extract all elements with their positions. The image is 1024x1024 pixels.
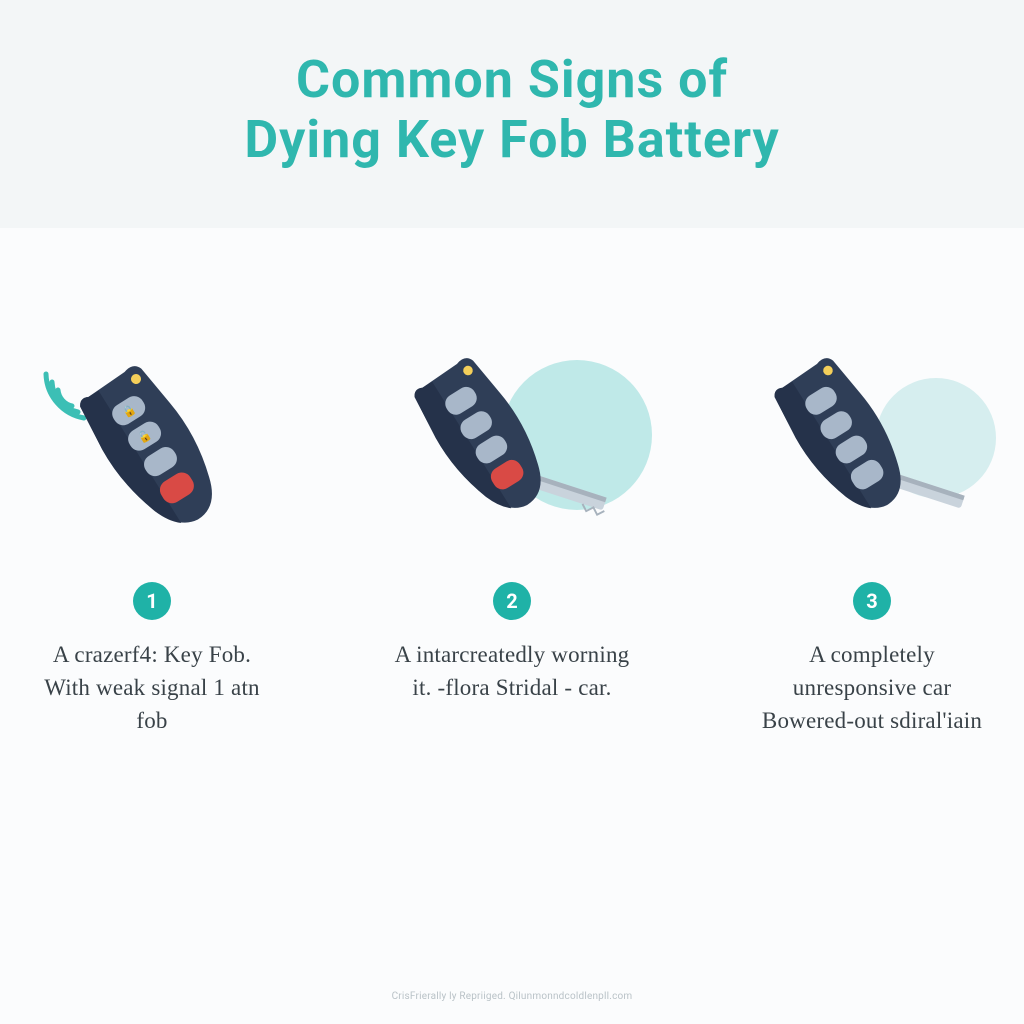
key-fob-with-key-icon bbox=[402, 348, 622, 548]
title-line-2: Dying Key Fob Battery bbox=[40, 110, 984, 170]
content-area: 🔒 🔓 1 A crazerf4: Key Fob. With weak sig… bbox=[0, 228, 1024, 738]
item-2-illustration bbox=[402, 348, 622, 548]
item-2-badge: 2 bbox=[493, 582, 531, 620]
key-fob-with-key-icon bbox=[762, 348, 982, 548]
key-fob-icon: 🔒 🔓 bbox=[67, 353, 237, 543]
item-1-badge: 1 bbox=[133, 582, 171, 620]
item-1: 🔒 🔓 1 A crazerf4: Key Fob. With weak sig… bbox=[32, 348, 272, 738]
item-3-desc: A completely unresponsive car Bowered-ou… bbox=[752, 638, 992, 738]
item-2: 2 A intarcreatedly worning it. -flora St… bbox=[392, 348, 632, 738]
title-line-1: Common Signs of bbox=[40, 50, 984, 110]
item-1-illustration: 🔒 🔓 bbox=[42, 348, 262, 548]
item-3-badge: 3 bbox=[853, 582, 891, 620]
title-band: Common Signs of Dying Key Fob Battery bbox=[0, 0, 1024, 228]
item-3-illustration bbox=[762, 348, 982, 548]
item-3: 3 A completely unresponsive car Bowered-… bbox=[752, 348, 992, 738]
item-1-desc: A crazerf4: Key Fob. With weak signal 1 … bbox=[32, 638, 272, 738]
infographic-row: 🔒 🔓 1 A crazerf4: Key Fob. With weak sig… bbox=[0, 348, 1024, 738]
footer-credit: CrisFrierally ly Repriiged. Qilunmonndco… bbox=[392, 991, 633, 1002]
item-2-desc: A intarcreatedly worning it. -flora Stri… bbox=[392, 638, 632, 705]
